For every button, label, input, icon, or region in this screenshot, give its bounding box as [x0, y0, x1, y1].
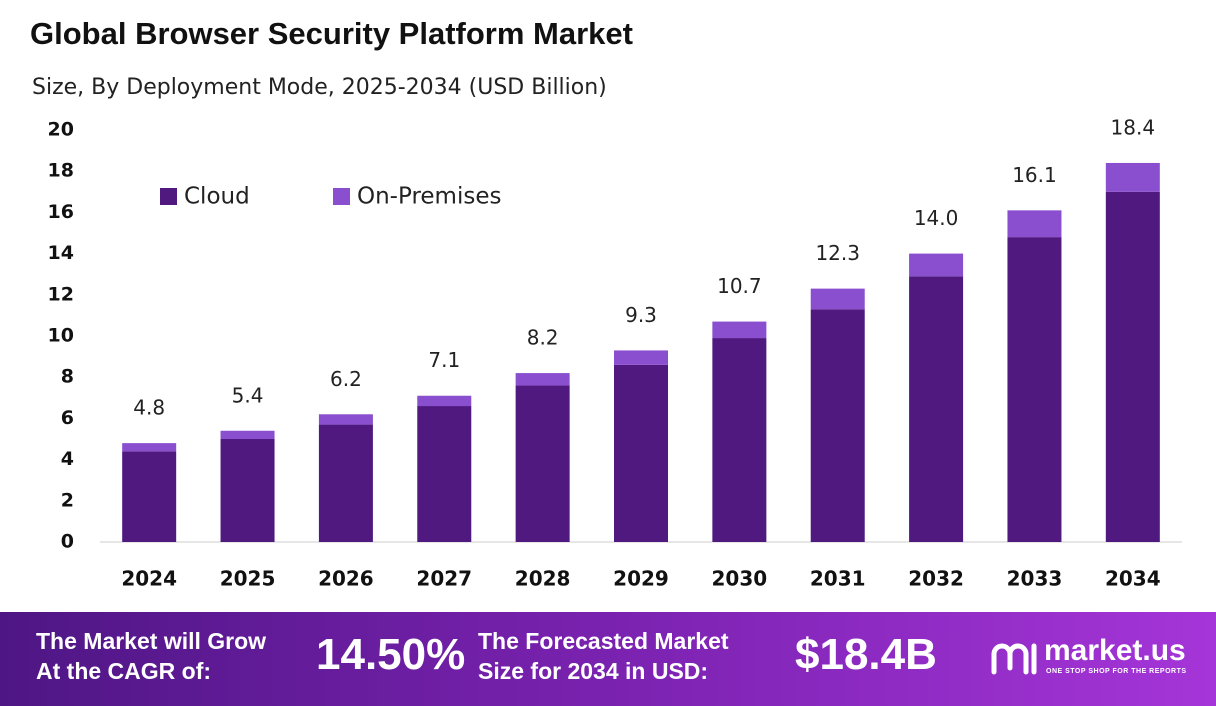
legend-swatch — [333, 188, 350, 205]
bar-segment — [909, 276, 964, 542]
logo-icon — [991, 643, 1037, 675]
bar-segment — [220, 430, 275, 439]
forecast-label-line: The Forecasted Market — [478, 628, 729, 654]
bar-segment — [220, 439, 275, 542]
x-tick-label: 2033 — [1007, 567, 1063, 591]
x-tick-label: 2034 — [1105, 567, 1161, 591]
logo-tagline: ONE STOP SHOP FOR THE REPORTS — [1046, 668, 1187, 675]
bar-segment — [712, 338, 767, 542]
total-label: 6.2 — [330, 367, 362, 391]
y-tick-label: 18 — [48, 160, 74, 182]
bar-segment — [417, 395, 472, 407]
total-label: 9.3 — [625, 303, 657, 327]
bar-segment — [810, 309, 865, 542]
total-label: 8.2 — [527, 326, 559, 350]
bar-segment — [1105, 162, 1160, 192]
bar-segment — [318, 424, 373, 542]
bar-segment — [122, 451, 177, 542]
x-tick-label: 2026 — [318, 567, 374, 591]
forecast-label-line: Size for 2034 in USD: — [478, 658, 709, 684]
total-label: 4.8 — [133, 396, 165, 420]
y-tick-label: 2 — [61, 489, 74, 511]
chart: Global Browser Security Platform Market … — [30, 16, 1182, 591]
bar-segment — [122, 443, 177, 452]
bar-segment — [614, 350, 668, 365]
bar-segment — [1007, 210, 1062, 238]
x-tick-label: 2025 — [220, 567, 276, 591]
y-tick-label: 20 — [48, 119, 74, 141]
y-tick-label: 14 — [48, 242, 74, 264]
x-tick-label: 2024 — [121, 567, 177, 591]
bar-segment — [515, 373, 570, 386]
total-label: 18.4 — [1111, 115, 1156, 139]
total-label: 14.0 — [914, 206, 959, 230]
total-label: 16.1 — [1012, 163, 1057, 187]
bar-segment — [909, 253, 964, 277]
total-label: 10.7 — [717, 274, 762, 298]
cagr-label-line: At the CAGR of: — [36, 658, 212, 684]
x-tick-label: 2031 — [810, 567, 866, 591]
y-tick-label: 12 — [48, 283, 74, 305]
y-tick-label: 10 — [48, 325, 74, 347]
legend-label: Cloud — [184, 184, 250, 210]
chart-title: Global Browser Security Platform Market — [30, 16, 633, 51]
x-tick-label: 2032 — [908, 567, 964, 591]
bar-segment — [712, 321, 767, 339]
cagr-label: The Market will Grow At the CAGR of: — [36, 626, 266, 686]
cagr-label-line: The Market will Grow — [36, 628, 267, 654]
bar-segment — [318, 414, 373, 425]
y-tick-label: 8 — [61, 366, 74, 388]
bar-segment — [614, 364, 668, 542]
chart-subtitle: Size, By Deployment Mode, 2025-2034 (USD… — [32, 75, 607, 100]
bar-segment — [1105, 191, 1160, 543]
footer: The Market will Grow At the CAGR of: 14.… — [0, 612, 1216, 706]
x-tick-label: 2028 — [515, 567, 571, 591]
total-label: 7.1 — [428, 348, 460, 372]
y-tick-label: 4 — [61, 448, 74, 470]
forecast-value: $18.4B — [795, 630, 937, 679]
total-label: 12.3 — [815, 241, 860, 265]
forecast-label: The Forecasted Market Size for 2034 in U… — [478, 626, 729, 686]
logo-text: market.us — [1044, 634, 1186, 667]
x-tick-label: 2027 — [416, 567, 472, 591]
bar-segment — [515, 385, 570, 542]
bar-segment — [417, 406, 472, 542]
x-tick-label: 2029 — [613, 567, 669, 591]
y-tick-label: 6 — [61, 407, 74, 429]
legend-label: On-Premises — [357, 184, 501, 210]
y-tick-label: 16 — [48, 201, 74, 223]
cagr-value: 14.50% — [316, 630, 466, 679]
bar-segment — [1007, 237, 1062, 542]
legend-swatch — [160, 188, 177, 205]
total-label: 5.4 — [232, 383, 264, 407]
y-tick-label: 0 — [61, 531, 74, 553]
x-tick-label: 2030 — [712, 567, 768, 591]
bar-segment — [810, 288, 865, 310]
